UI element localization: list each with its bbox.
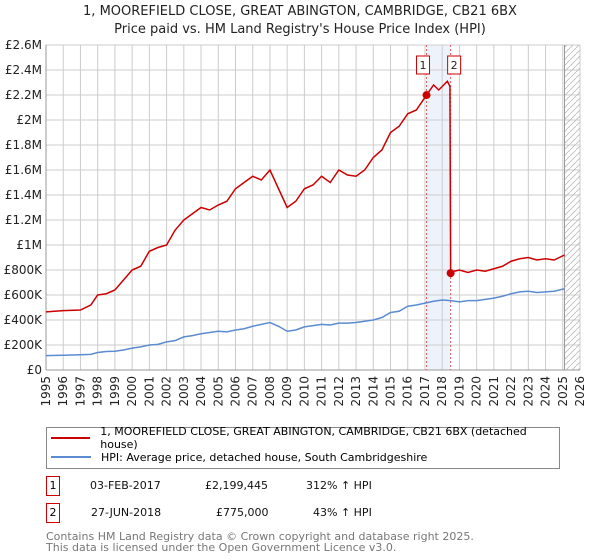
x-tick-label: 2007	[246, 376, 260, 407]
x-tick-label: 2005	[211, 376, 225, 407]
x-tick-label: 2010	[297, 376, 311, 407]
x-tick-label: 2006	[228, 376, 242, 407]
x-tick-label: 2014	[366, 376, 380, 407]
y-tick-label: £1.8M	[5, 138, 42, 152]
x-tick-label: 2020	[470, 376, 484, 407]
x-tick-label: 2026	[573, 376, 587, 407]
y-tick-label: £0	[27, 363, 42, 377]
y-tick-label: £1M	[16, 238, 42, 252]
y-tick-label: £600K	[4, 288, 44, 302]
y-tick-label: £2.2M	[5, 88, 42, 102]
x-tick-label: 2009	[280, 376, 294, 407]
x-tick-label: 1996	[56, 376, 70, 407]
x-tick-label: 1995	[39, 376, 53, 407]
x-tick-label: 2013	[349, 376, 363, 407]
x-tick-label: 2021	[487, 376, 501, 407]
x-tick-label: 1998	[91, 376, 105, 407]
y-tick-label: £1.4M	[5, 188, 42, 202]
sale-label-box-2	[447, 55, 462, 75]
sale-point-1	[422, 91, 431, 100]
x-tick-label: 2004	[194, 376, 208, 407]
legend: 1, MOOREFIELD CLOSE, GREAT ABINGTON, CAM…	[46, 425, 560, 469]
x-tick-label: 2008	[263, 376, 277, 407]
x-tick-label: 2003	[177, 376, 191, 407]
y-tick-label: £2M	[16, 113, 42, 127]
footer-line-1: Contains HM Land Registry data © Crown c…	[46, 530, 474, 543]
x-tick-label: 2001	[142, 376, 156, 407]
sale-label-2: 2	[451, 59, 458, 72]
y-tick-label: £200K	[4, 338, 44, 352]
transaction-1-hpi: 312% ↑ HPI	[306, 479, 372, 492]
sale-label-1: 1	[420, 59, 427, 72]
x-tick-label: 2011	[315, 376, 329, 407]
legend-property: 1, MOOREFIELD CLOSE, GREAT ABINGTON, CAM…	[100, 425, 527, 451]
y-tick-label: £800K	[4, 263, 44, 277]
x-tick-label: 2016	[401, 376, 415, 407]
chart-title: 1, MOOREFIELD CLOSE, GREAT ABINGTON, CAM…	[83, 4, 517, 19]
x-tick-label: 2024	[539, 376, 553, 407]
forecast-hatch	[564, 45, 580, 370]
y-tick-label: £2.4M	[5, 63, 42, 77]
y-tick-label: £400K	[4, 313, 44, 327]
transaction-2-hpi: 43% ↑ HPI	[313, 506, 372, 519]
sale-point-2	[446, 269, 455, 278]
y-tick-label: £2.6M	[5, 38, 42, 52]
price-chart: £0 £200K £400K £600K £800K £1M £1.2M £1.4M £1.6M…	[4, 38, 587, 407]
x-tick-label: 2019	[452, 376, 466, 407]
footer-line-2: This data is licensed under the Open Gov…	[46, 541, 397, 554]
x-tick-label: 2018	[435, 376, 449, 407]
x-tick-label: 2012	[332, 376, 346, 407]
transaction-1-marker: 1	[46, 476, 60, 496]
x-tick-label: 2017	[418, 376, 432, 407]
sale-label-box-1	[416, 55, 431, 75]
sale-period-band	[426, 45, 451, 370]
x-tick-label: 2022	[504, 376, 518, 407]
legend-swatch-property	[51, 437, 91, 439]
y-tick-label: £1.2M	[5, 213, 42, 227]
x-tick-label: 2015	[384, 376, 398, 407]
legend-hpi: HPI: Average price, detached house, Sout…	[101, 450, 428, 464]
x-tick-label: 2025	[556, 376, 570, 407]
transaction-2-price: £775,000	[216, 506, 269, 519]
x-tick-label: 2002	[160, 376, 174, 407]
transaction-1-price: £2,199,445	[205, 479, 268, 492]
chart-subtitle: Price paid vs. HM Land Registry's House …	[114, 22, 486, 37]
property-price-line	[45, 79, 565, 313]
transaction-1-date: 03-FEB-2017	[90, 479, 161, 492]
transaction-2-date: 27-JUN-2018	[91, 506, 162, 519]
x-tick-label: 2000	[125, 376, 139, 407]
legend-swatch-hpi	[51, 456, 91, 458]
y-tick-label: £1.6M	[5, 163, 42, 177]
x-tick-label: 1999	[108, 376, 122, 407]
x-tick-label: 2023	[521, 376, 535, 407]
transaction-2-marker: 2	[46, 503, 60, 523]
x-tick-label: 1997	[73, 376, 87, 407]
hpi-line	[45, 288, 565, 357]
footer: Contains HM Land Registry data © Crown c…	[46, 531, 474, 553]
